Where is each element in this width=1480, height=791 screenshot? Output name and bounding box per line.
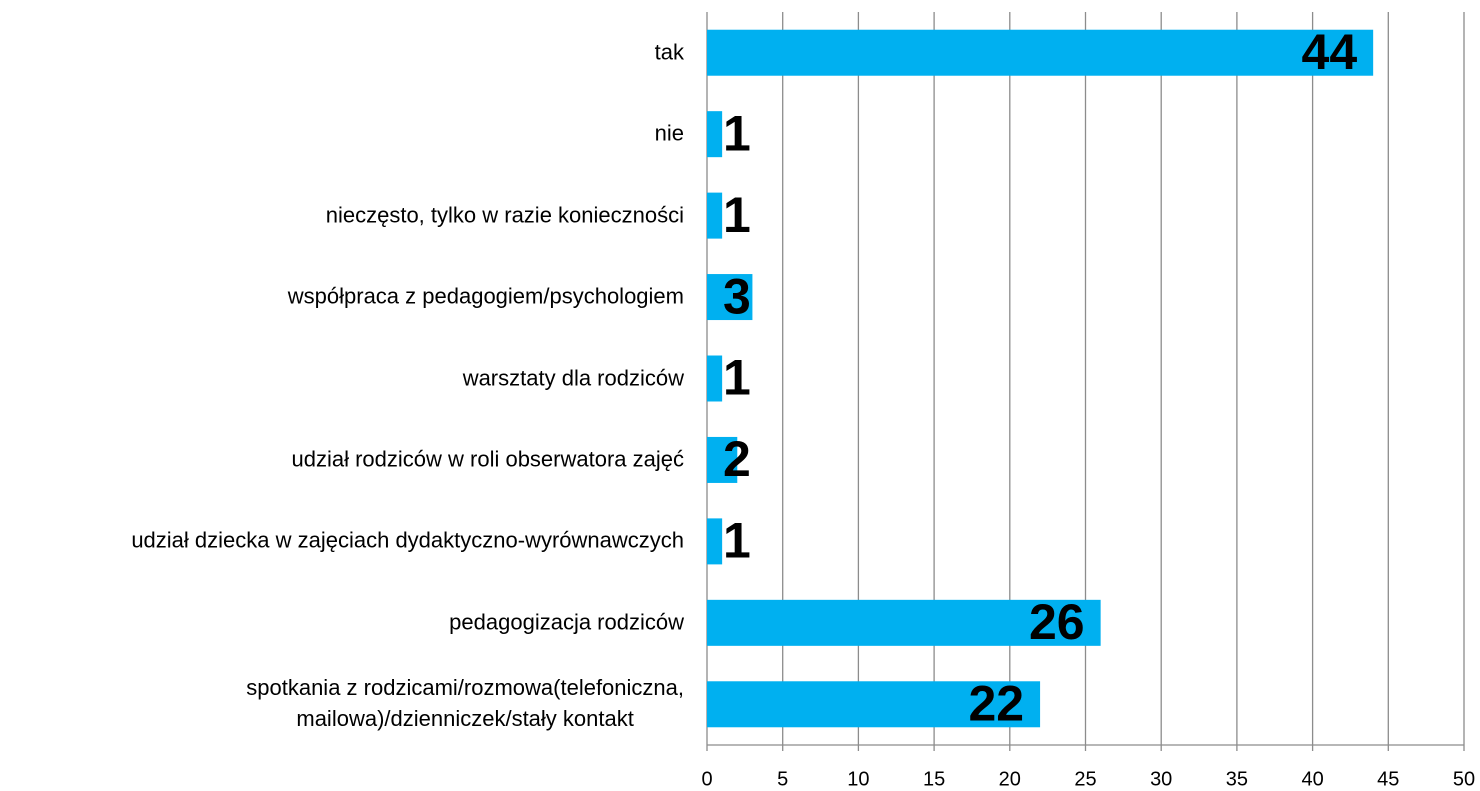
x-tick-label: 20 — [999, 768, 1021, 790]
category-label: pedagogizacja rodziców — [449, 609, 684, 635]
x-tick-label: 30 — [1150, 768, 1172, 790]
bar — [707, 274, 753, 321]
category-label: współpraca z pedagogiem/psychologiem — [287, 283, 684, 309]
x-tick-label: 40 — [1301, 768, 1323, 790]
x-tick-label: 5 — [777, 768, 788, 790]
category-label: nieczęsto, tylko w razie konieczności — [325, 202, 684, 228]
data-label: 3 — [723, 268, 751, 324]
data-label: 2 — [723, 431, 751, 487]
category-label: warsztaty dla rodziców — [462, 365, 684, 391]
data-label: 26 — [1029, 594, 1085, 650]
bar — [707, 192, 723, 239]
bar — [707, 436, 738, 483]
data-label: 44 — [1302, 24, 1358, 80]
x-tick-label: 0 — [701, 768, 712, 790]
bar — [707, 111, 723, 158]
data-label: 1 — [723, 350, 751, 406]
category-label: spotkania z rodzicami/rozmowa(telefonicz… — [246, 675, 684, 732]
data-label: 1 — [723, 513, 751, 569]
x-tick-label: 25 — [1074, 768, 1096, 790]
x-tick-label: 50 — [1453, 768, 1475, 790]
data-label: 1 — [723, 187, 751, 243]
x-tick-label: 10 — [847, 768, 869, 790]
category-label: udział rodziców w roli obserwatora zajęć — [291, 446, 685, 472]
x-tick-label: 45 — [1377, 768, 1399, 790]
bar — [707, 518, 723, 565]
category-label: udział dziecka w zajęciach dydaktyczno-w… — [131, 527, 684, 553]
category-label: tak — [654, 39, 684, 65]
bar — [707, 599, 1101, 646]
category-label: nie — [654, 120, 684, 146]
data-label: 22 — [968, 675, 1024, 731]
x-tick-label: 15 — [923, 768, 945, 790]
bar — [707, 681, 1041, 728]
x-tick-label: 35 — [1226, 768, 1248, 790]
data-label: 1 — [723, 105, 751, 161]
bar — [707, 29, 1374, 76]
bar — [707, 355, 723, 402]
